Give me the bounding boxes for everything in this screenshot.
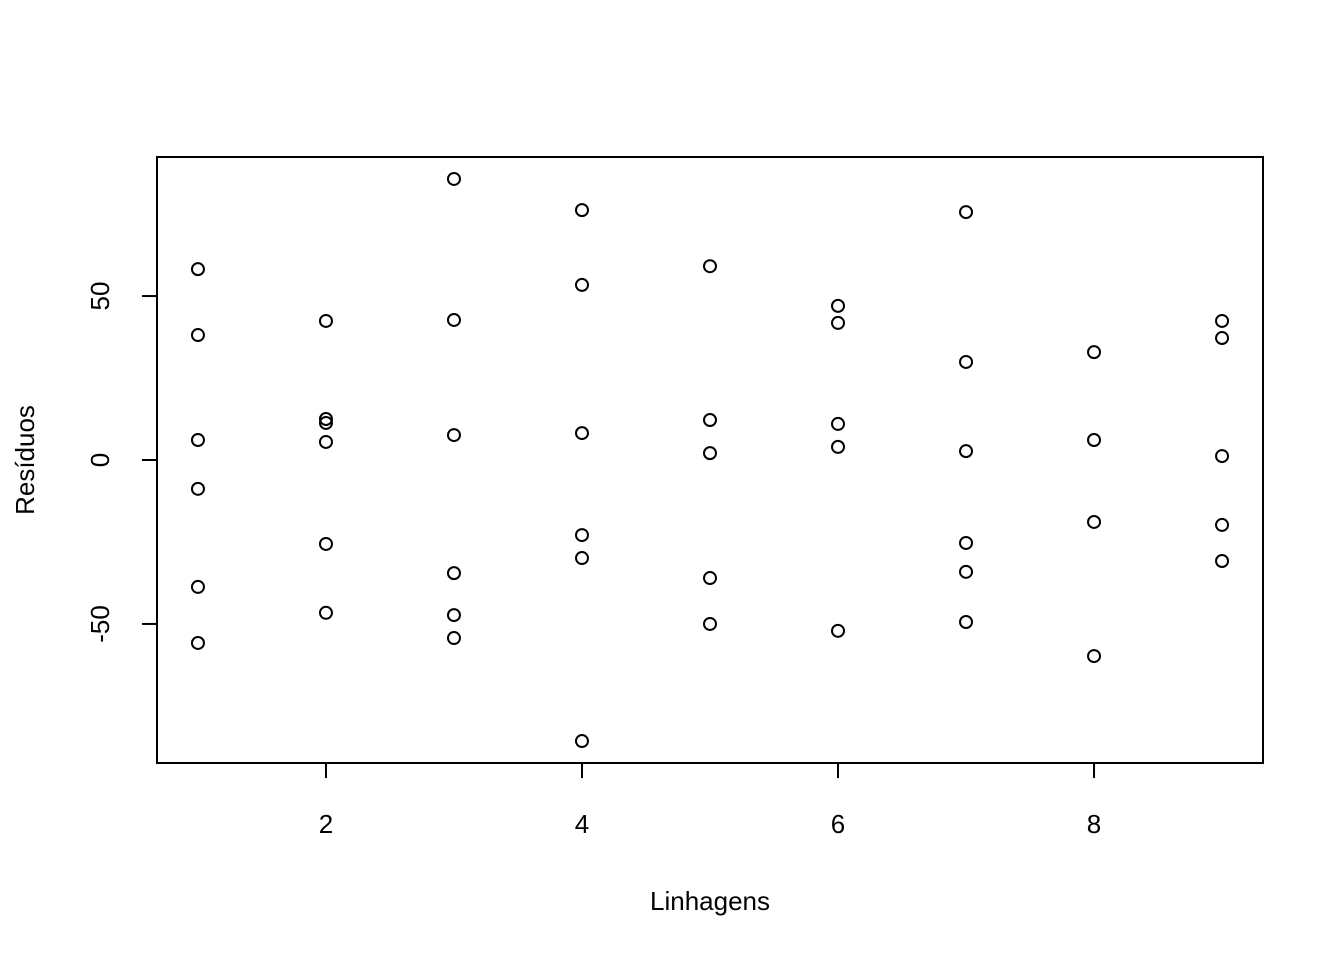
- x-axis-label: Linhagens: [650, 886, 770, 916]
- point: [190, 481, 205, 496]
- y-tick-label: 0: [85, 453, 115, 467]
- point: [190, 635, 205, 650]
- point: [1087, 514, 1102, 529]
- point: [446, 566, 461, 581]
- x-tick-label: 2: [319, 809, 333, 839]
- point: [1215, 517, 1230, 532]
- point: [831, 298, 846, 313]
- point: [959, 205, 974, 220]
- point: [1087, 649, 1102, 664]
- x-tick-label: 6: [831, 809, 845, 839]
- point: [1215, 313, 1230, 328]
- point: [1215, 554, 1230, 568]
- point: [574, 551, 589, 566]
- point: [703, 446, 717, 461]
- point: [1087, 432, 1102, 447]
- point: [446, 428, 461, 443]
- point: [318, 605, 333, 620]
- x-tick-label: 8: [1087, 809, 1101, 839]
- point: [1215, 449, 1230, 464]
- point: [703, 259, 717, 274]
- point: [959, 614, 974, 629]
- point: [190, 579, 205, 594]
- point: [831, 623, 846, 638]
- point: [318, 412, 333, 427]
- point: [959, 535, 974, 550]
- point: [1087, 345, 1102, 360]
- point: [1215, 331, 1230, 346]
- point: [446, 608, 461, 623]
- point: [318, 434, 333, 449]
- x-tick-label: 4: [575, 809, 589, 839]
- point: [574, 203, 589, 218]
- point: [446, 631, 461, 646]
- point: [831, 315, 846, 330]
- point: [574, 426, 589, 441]
- point: [574, 734, 589, 749]
- point: [574, 277, 589, 292]
- point: [703, 412, 717, 427]
- point: [190, 328, 205, 343]
- point: [446, 171, 461, 186]
- point: [446, 312, 461, 327]
- point: [190, 262, 205, 277]
- point: [831, 439, 846, 454]
- point: [703, 616, 717, 631]
- point: [703, 571, 717, 586]
- y-axis-label: Resíduos: [10, 405, 40, 515]
- point: [959, 354, 974, 369]
- point: [318, 313, 333, 328]
- point: [190, 432, 205, 447]
- point: [959, 564, 974, 579]
- y-tick-label: 50: [85, 282, 115, 311]
- point: [318, 415, 333, 430]
- point: [831, 416, 846, 431]
- y-tick-label: -50: [85, 605, 115, 643]
- point: [318, 536, 333, 551]
- point: [574, 528, 589, 543]
- point: [959, 444, 974, 459]
